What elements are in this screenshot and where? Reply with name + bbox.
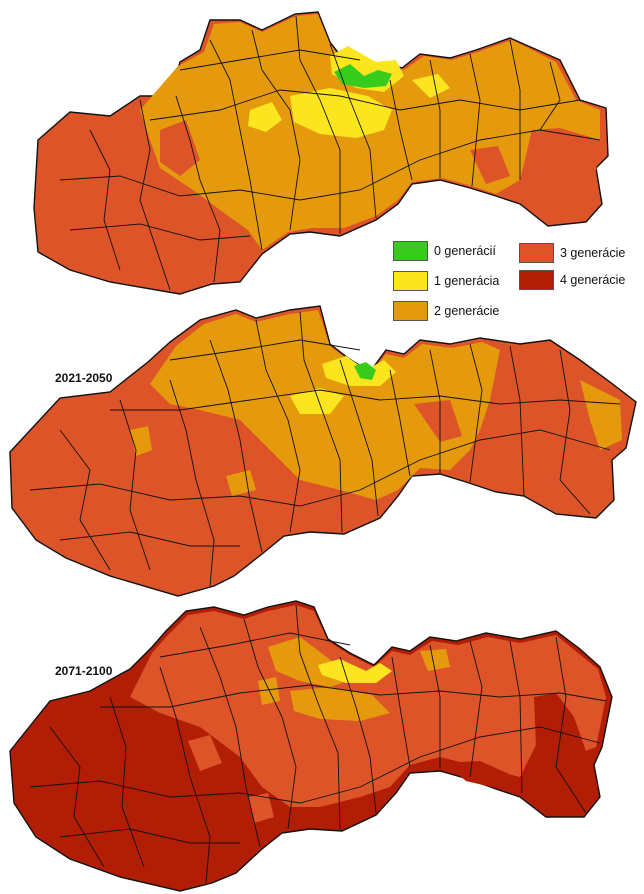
district-boundaries — [29, 311, 621, 587]
region-3-generations — [470, 146, 510, 184]
region-1-generation — [412, 74, 450, 98]
legend-swatch — [519, 270, 554, 290]
map-2071-2100 — [9, 600, 613, 892]
region-0-generations — [354, 362, 376, 380]
region-3-generations — [248, 793, 274, 823]
period-label-2021-2050: 2021-2050 — [55, 371, 113, 385]
legend-label: 2 generácie — [434, 304, 500, 318]
region-2-generations — [580, 380, 622, 450]
region-4-generations — [530, 693, 598, 815]
district-boundaries — [29, 604, 607, 884]
region-2-generations — [258, 677, 280, 705]
region-3-generations — [414, 400, 462, 442]
region-4-generations — [444, 761, 520, 789]
legend-swatch — [519, 243, 554, 263]
region-0-generations — [334, 64, 392, 88]
legend-label: 3 generácie — [560, 246, 626, 260]
legend-label: 0 generácií — [434, 244, 496, 258]
period-label-2071-2100: 2071-2100 — [55, 664, 113, 678]
map-2021-2050 — [9, 305, 637, 597]
region-3-generations — [188, 735, 222, 771]
region-3-generations — [536, 130, 598, 214]
legend-label: 1 generácia — [434, 274, 500, 288]
region-3-generations — [160, 120, 200, 176]
region-1-generation — [248, 102, 282, 132]
legend-swatch — [393, 271, 428, 291]
region-1-generation — [290, 88, 392, 138]
map-reference-period — [33, 11, 609, 295]
region-1-generation — [290, 388, 344, 414]
district-boundaries — [59, 15, 601, 291]
legend-label: 4 generácie — [560, 273, 626, 287]
region-2-generations — [420, 649, 450, 671]
region-1-generation — [318, 659, 392, 683]
legend-swatch — [393, 241, 428, 261]
legend-swatch — [393, 301, 428, 321]
